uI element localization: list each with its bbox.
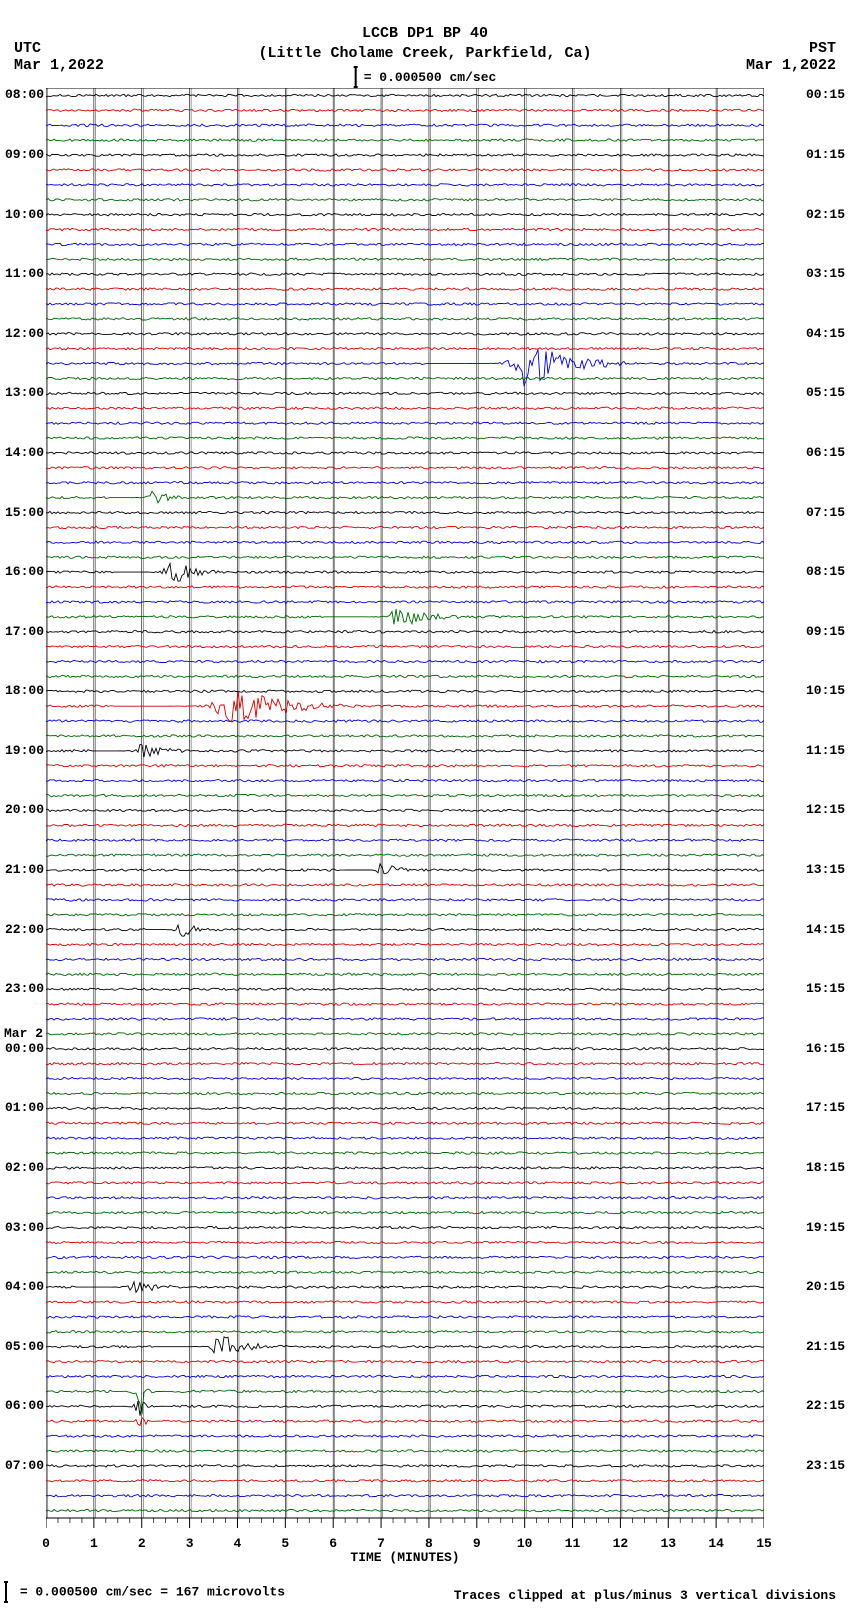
right-hour-label: 18:15: [806, 1160, 845, 1175]
utc-header: UTC Mar 1,2022: [14, 40, 104, 74]
x-tick-label: 13: [660, 1536, 676, 1551]
left-hour-label: 04:00: [5, 1279, 44, 1294]
x-tick-label: 3: [186, 1536, 194, 1551]
title-block: LCCB DP1 BP 40 (Little Cholame Creek, Pa…: [0, 0, 850, 63]
left-hour-label: 18:00: [5, 683, 44, 698]
right-hour-label: 00:15: [806, 87, 845, 102]
left-hour-label: 20:00: [5, 802, 44, 817]
footer-right: Traces clipped at plus/minus 3 vertical …: [454, 1588, 836, 1603]
left-hour-label: 05:00: [5, 1339, 44, 1354]
right-hour-label: 09:15: [806, 624, 845, 639]
footer-left-text: = 0.000500 cm/sec = 167 microvolts: [20, 1584, 285, 1599]
x-tick-label: 15: [756, 1536, 772, 1551]
left-hour-label: 17:00: [5, 624, 44, 639]
left-hour-label: 01:00: [5, 1100, 44, 1115]
right-hour-label: 22:15: [806, 1398, 845, 1413]
right-hour-label: 13:15: [806, 862, 845, 877]
x-tick-label: 14: [708, 1536, 724, 1551]
left-hour-label: 15:00: [5, 505, 44, 520]
x-axis-title: TIME (MINUTES): [350, 1550, 459, 1565]
right-hour-label: 03:15: [806, 266, 845, 281]
left-hour-label: 03:00: [5, 1220, 44, 1235]
right-hour-label: 19:15: [806, 1220, 845, 1235]
left-hour-label: 11:00: [5, 266, 44, 281]
x-tick-label: 12: [613, 1536, 629, 1551]
right-hour-label: 01:15: [806, 147, 845, 162]
left-hour-label: 08:00: [5, 87, 44, 102]
right-hour-label: 23:15: [806, 1458, 845, 1473]
right-hour-label: 20:15: [806, 1279, 845, 1294]
left-hour-label: 00:00: [5, 1041, 44, 1056]
x-tick-label: 11: [565, 1536, 581, 1551]
seismogram-svg: [46, 88, 764, 1532]
left-hour-label: 21:00: [5, 862, 44, 877]
x-tick-label: 0: [42, 1536, 50, 1551]
right-hour-label: 08:15: [806, 564, 845, 579]
title-line-2: (Little Cholame Creek, Parkfield, Ca): [0, 44, 850, 64]
footer-scale-bar-icon: [4, 1581, 8, 1603]
right-hour-label: 04:15: [806, 326, 845, 341]
x-tick-label: 5: [281, 1536, 289, 1551]
left-hour-label: 22:00: [5, 922, 44, 937]
left-hour-label: 02:00: [5, 1160, 44, 1175]
tz-right-label: PST: [746, 40, 836, 57]
right-hour-label: 16:15: [806, 1041, 845, 1056]
x-tick-label: 10: [517, 1536, 533, 1551]
plot-area: [46, 88, 764, 1518]
right-hour-label: 15:15: [806, 981, 845, 996]
tz-right-date: Mar 1,2022: [746, 57, 836, 74]
right-hour-label: 06:15: [806, 445, 845, 460]
scale-bar-icon: [354, 66, 358, 88]
left-hour-label: 14:00: [5, 445, 44, 460]
right-hour-label: 21:15: [806, 1339, 845, 1354]
x-tick-label: 6: [329, 1536, 337, 1551]
left-hour-label: 09:00: [5, 147, 44, 162]
day-marker: Mar 2: [4, 1026, 43, 1041]
footer-left: = 0.000500 cm/sec = 167 microvolts: [0, 1581, 285, 1603]
seismogram-container: UTC Mar 1,2022 PST Mar 1,2022 LCCB DP1 B…: [0, 0, 850, 1613]
right-hour-label: 12:15: [806, 802, 845, 817]
x-tick-label: 9: [473, 1536, 481, 1551]
x-tick-label: 7: [377, 1536, 385, 1551]
right-hour-label: 02:15: [806, 207, 845, 222]
right-hour-label: 17:15: [806, 1100, 845, 1115]
tz-left-label: UTC: [14, 40, 104, 57]
left-hour-label: 19:00: [5, 743, 44, 758]
left-hour-label: 06:00: [5, 1398, 44, 1413]
pst-header: PST Mar 1,2022: [746, 40, 836, 74]
scale-text: = 0.000500 cm/sec: [364, 70, 497, 85]
left-hour-label: 07:00: [5, 1458, 44, 1473]
left-hour-label: 13:00: [5, 385, 44, 400]
x-tick-label: 2: [138, 1536, 146, 1551]
x-tick-label: 8: [425, 1536, 433, 1551]
right-hour-label: 10:15: [806, 683, 845, 698]
right-hour-label: 11:15: [806, 743, 845, 758]
x-tick-label: 1: [90, 1536, 98, 1551]
left-hour-label: 10:00: [5, 207, 44, 222]
title-line-1: LCCB DP1 BP 40: [0, 24, 850, 44]
left-hour-label: 23:00: [5, 981, 44, 996]
left-hour-label: 12:00: [5, 326, 44, 341]
left-hour-label: 16:00: [5, 564, 44, 579]
scale-indicator: = 0.000500 cm/sec: [354, 66, 497, 88]
right-hour-label: 14:15: [806, 922, 845, 937]
x-tick-label: 4: [234, 1536, 242, 1551]
right-hour-label: 05:15: [806, 385, 845, 400]
right-hour-label: 07:15: [806, 505, 845, 520]
tz-left-date: Mar 1,2022: [14, 57, 104, 74]
